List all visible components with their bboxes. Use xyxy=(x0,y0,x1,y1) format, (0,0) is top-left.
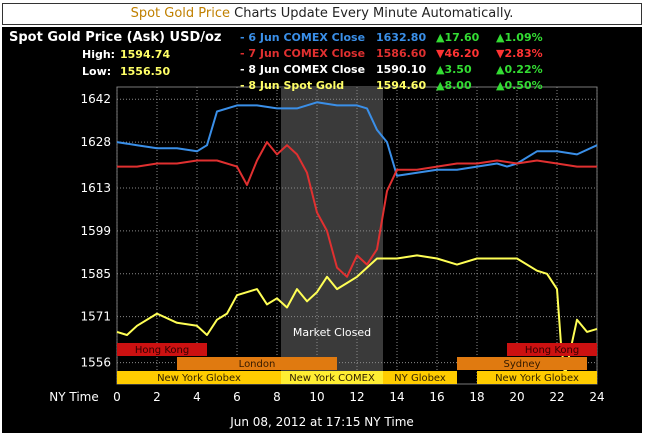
x-tick-label: 14 xyxy=(389,390,404,404)
top-banner: Spot Gold Price Charts Update Every Minu… xyxy=(2,3,642,25)
market-closed-region xyxy=(281,87,383,384)
session-bar xyxy=(117,343,207,356)
low-value: 1556.50 xyxy=(120,65,171,78)
session-label: New York COMEX xyxy=(289,373,375,384)
banner-accent[interactable]: Spot Gold Price xyxy=(130,6,230,21)
chart-title: Spot Gold Price (Ask) USD/oz xyxy=(9,30,222,45)
legend-value: 1594.60 xyxy=(376,79,427,92)
session-bar xyxy=(457,357,587,370)
gold-price-chart: Market Closed155615711585159916131628164… xyxy=(49,86,605,429)
x-tick-label: 10 xyxy=(309,390,324,404)
session-label: New York Globex xyxy=(495,373,579,384)
legend-change: ▼46.20 xyxy=(436,47,480,60)
y-tick-label: 1599 xyxy=(80,224,111,238)
y-tick-label: 1585 xyxy=(80,267,111,281)
x-axis-label: NY Time xyxy=(49,390,99,404)
x-tick-label: 12 xyxy=(349,390,364,404)
session-bar xyxy=(177,357,337,370)
x-tick-label: 2 xyxy=(153,390,161,404)
session-label: Hong Kong xyxy=(135,345,189,356)
legend-label: - 8 Jun Spot Gold xyxy=(240,79,345,92)
legend-pct: ▲1.09% xyxy=(496,31,543,44)
x-tick-label: 20 xyxy=(509,390,524,404)
x-tick-label: 0 xyxy=(113,390,121,404)
market-closed-label: Market Closed xyxy=(293,326,371,339)
high-label: High: xyxy=(82,48,116,61)
chart-panel: Market Closed 1556 1571 1585 1599 1613 1628 164… xyxy=(2,27,642,433)
legend-change: ▲17.60 xyxy=(436,31,480,44)
session-label: NY Globex xyxy=(394,373,446,384)
legend-label: - 8 Jun COMEX Close xyxy=(240,63,366,76)
y-tick-label: 1556 xyxy=(80,356,111,370)
legend-pct: ▲0.50% xyxy=(496,79,543,92)
legend-value: 1632.80 xyxy=(376,31,427,44)
x-tick-label: 18 xyxy=(469,390,484,404)
legend-pct: ▲0.22% xyxy=(496,63,543,76)
y-tick-label: 1628 xyxy=(80,135,111,149)
x-tick-label: 8 xyxy=(273,390,281,404)
legend-label: - 6 Jun COMEX Close xyxy=(240,31,366,44)
session-label: Hong Kong xyxy=(525,345,579,356)
session-bar xyxy=(383,371,457,384)
series-line xyxy=(117,141,597,278)
session-bar xyxy=(477,371,597,384)
timestamp: Jun 08, 2012 at 17:15 NY Time xyxy=(229,415,414,429)
series-line xyxy=(116,101,598,177)
session-bar xyxy=(281,371,383,384)
legend-value: 1586.60 xyxy=(376,47,427,60)
banner-text: Charts Update Every Minute Automatically… xyxy=(230,6,514,21)
session-label: Sydney xyxy=(503,359,540,370)
legend-label: - 7 Jun COMEX Close xyxy=(240,47,366,60)
legend-change: ▲8.00 xyxy=(436,79,472,92)
x-tick-label: 6 xyxy=(233,390,241,404)
session-bar xyxy=(117,371,281,384)
x-tick-label: 22 xyxy=(549,390,564,404)
y-tick-label: 1571 xyxy=(80,310,111,324)
y-tick-label: 1613 xyxy=(80,181,111,195)
legend-change: ▲3.50 xyxy=(436,63,472,76)
y-tick-label: 1642 xyxy=(80,92,111,106)
high-value: 1594.74 xyxy=(120,48,171,61)
x-tick-label: 24 xyxy=(589,390,604,404)
x-tick-label: 4 xyxy=(193,390,201,404)
legend-pct: ▼2.83% xyxy=(496,47,543,60)
x-tick-label: 16 xyxy=(429,390,444,404)
legend-value: 1590.10 xyxy=(376,63,427,76)
session-bar xyxy=(507,343,597,356)
session-label: New York Globex xyxy=(157,373,241,384)
low-label: Low: xyxy=(82,65,112,78)
session-label: London xyxy=(239,359,276,370)
series-line xyxy=(116,254,598,376)
